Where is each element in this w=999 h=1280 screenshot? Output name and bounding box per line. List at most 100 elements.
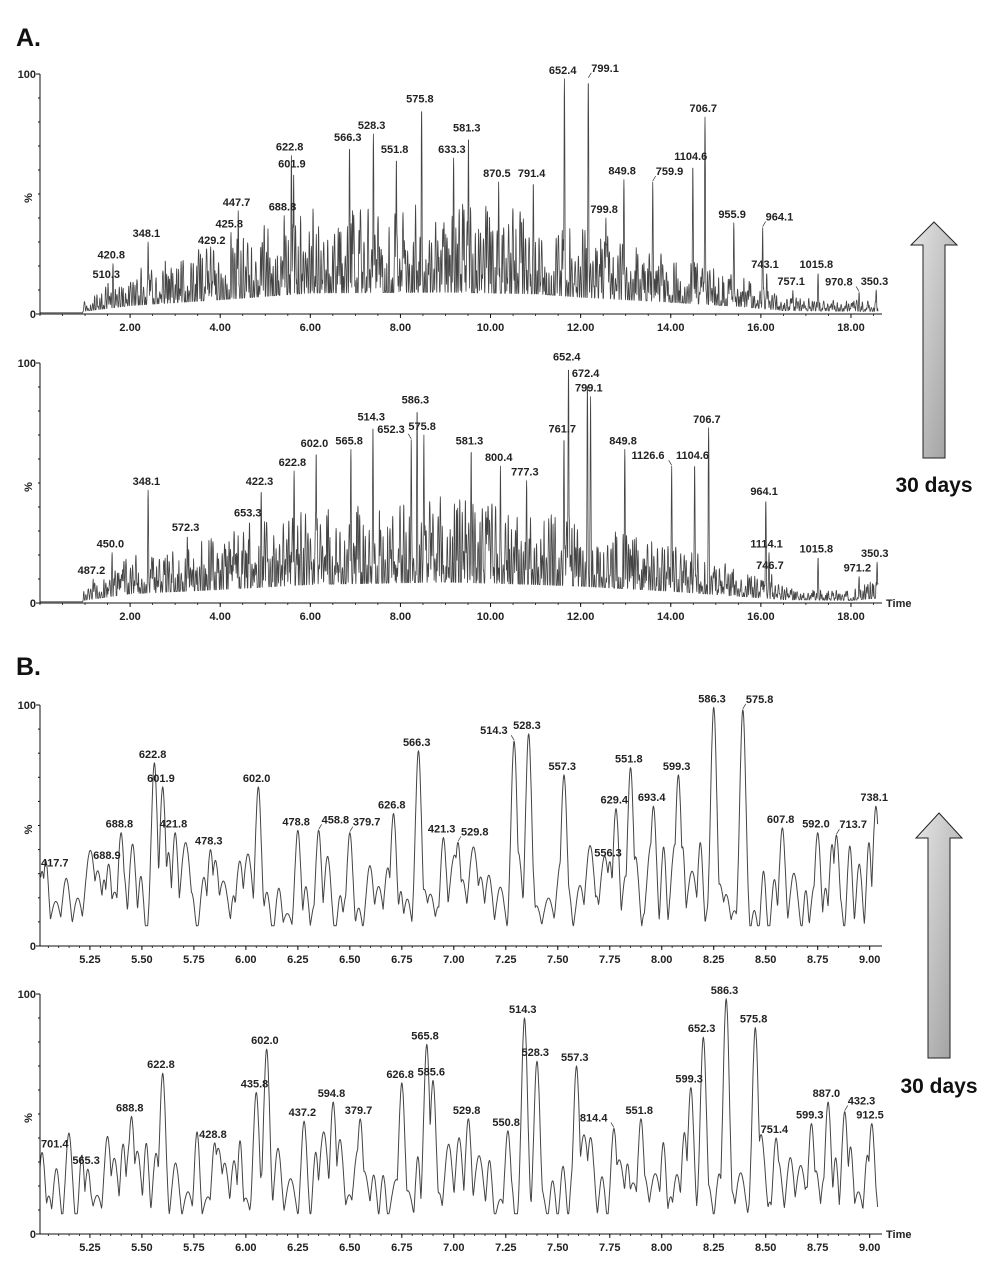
peak-label: 429.2 — [198, 235, 226, 247]
peak-label: 585.6 — [418, 1066, 446, 1078]
peak-label: 791.4 — [518, 168, 546, 180]
x-tick-label: 5.25 — [79, 954, 100, 966]
peak-label: 743.1 — [751, 259, 779, 271]
peak-label: 672.4 — [572, 368, 600, 380]
chromatogram-trace — [39, 998, 879, 1215]
peak-label: 599.3 — [663, 761, 691, 773]
peak-leader-line — [318, 824, 322, 830]
y-tick-label: 100 — [18, 700, 36, 712]
peak-label: 437.2 — [289, 1107, 317, 1119]
y-tick-label: 0 — [30, 1229, 36, 1241]
peak-label: 652.4 — [549, 65, 577, 77]
peak-label: 575.8 — [406, 94, 434, 106]
peak-leader-line — [349, 826, 354, 832]
x-tick-label: 7.25 — [495, 1242, 516, 1254]
x-tick-label: 8.50 — [755, 954, 776, 966]
arrow-label-b: 30 days — [900, 1075, 977, 1098]
peak-label: 626.8 — [378, 799, 406, 811]
chromatogram-a-top: 0 100% 2.00 4.00 6.00 8.00 10.00 12.00 14.00 16.0… — [18, 63, 889, 334]
peak-label: 435.8 — [241, 1078, 269, 1090]
x-tick-label: 14.00 — [657, 322, 685, 334]
x-tick-label: 5.50 — [131, 1242, 152, 1254]
x-tick-label: 5.75 — [183, 954, 204, 966]
peak-label: 652.3 — [688, 1023, 716, 1035]
peak-label: 688.8 — [116, 1102, 144, 1114]
peak-label: 417.7 — [41, 857, 69, 869]
peak-label: 551.8 — [615, 754, 643, 766]
x-tick-label: 8.50 — [755, 1242, 776, 1254]
peak-label: 425.8 — [216, 218, 244, 230]
peak-label: 428.8 — [199, 1129, 227, 1141]
chromatogram-trace — [39, 78, 879, 314]
peak-label: 565.8 — [411, 1030, 439, 1042]
peak-label: 551.8 — [381, 144, 409, 156]
peak-leader-line — [855, 286, 860, 292]
peak-leader-line — [844, 1105, 849, 1111]
peak-label: 586.3 — [402, 395, 430, 407]
time-arrow-b: 30 days — [900, 812, 978, 1098]
y-axis-label: % — [23, 824, 35, 834]
x-tick-label: 7.25 — [495, 954, 516, 966]
x-tick-label: 6.75 — [391, 1242, 412, 1254]
peak-label: 688.8 — [106, 819, 134, 831]
x-tick-label: 10.00 — [477, 322, 505, 334]
peak-leader-line — [742, 703, 747, 710]
peak-label: 566.3 — [334, 132, 362, 144]
section-label-a: A. — [16, 24, 41, 52]
peak-leader-line — [762, 221, 766, 227]
peak-label: 971.2 — [844, 563, 872, 575]
x-tick-label: 7.00 — [443, 954, 464, 966]
peak-label: 706.7 — [689, 103, 717, 115]
peak-label: 550.8 — [492, 1117, 520, 1129]
x-tick-label: 18.00 — [837, 611, 865, 623]
peak-label: 964.1 — [750, 486, 778, 498]
peak-label: 693.4 — [638, 792, 666, 804]
x-tick-label: 6.25 — [287, 1242, 308, 1254]
x-tick-label: 6.25 — [287, 954, 308, 966]
peak-label: 738.1 — [860, 792, 888, 804]
peak-label: 955.9 — [718, 209, 746, 221]
peak-leader-line — [510, 734, 515, 741]
x-tick-label: 18.00 — [837, 322, 865, 334]
x-tick-label: 2.00 — [119, 611, 140, 623]
peak-label: 575.8 — [408, 421, 436, 433]
peak-label: 529.8 — [453, 1105, 481, 1117]
peak-leader-line — [610, 1122, 615, 1128]
x-tick-label: 16.00 — [747, 322, 775, 334]
peak-label: 350.3 — [861, 276, 889, 288]
peak-label: 799.1 — [591, 63, 619, 75]
chromatogram-trace — [39, 706, 879, 927]
peak-label: 713.7 — [839, 819, 867, 831]
chromatogram-b-top: 0 100% 5.25 5.50 5.75 6.00 6.25 6.50 6.75 7.00 7.2… — [18, 693, 888, 966]
x-tick-label: 8.00 — [390, 611, 411, 623]
peak-label: 599.3 — [796, 1110, 824, 1122]
peak-label: 1104.6 — [676, 450, 709, 462]
peak-label: 450.0 — [97, 539, 125, 551]
peak-label: 757.1 — [777, 276, 805, 288]
peak-label: 529.8 — [461, 826, 489, 838]
peak-label: 601.9 — [147, 773, 175, 785]
peak-label: 629.4 — [600, 795, 628, 807]
x-tick-label: 5.50 — [131, 954, 152, 966]
peak-label: 622.8 — [279, 457, 307, 469]
peak-label: 1104.6 — [674, 151, 707, 163]
peak-label: 572.3 — [172, 522, 200, 534]
chromatogram-a-bottom: 0 100% 2.00 4.00 6.00 8.00 10.00 12.00 14.00 16.0… — [18, 351, 912, 623]
x-tick-label: 9.00 — [859, 954, 880, 966]
peak-label: 970.8 — [825, 276, 853, 288]
x-tick-label: 5.75 — [183, 1242, 204, 1254]
peak-label: 379.7 — [345, 1105, 373, 1117]
peak-label: 350.3 — [861, 548, 889, 560]
peak-label: 514.3 — [509, 1004, 537, 1016]
x-tick-label: 6.00 — [300, 322, 321, 334]
peak-label: 706.7 — [693, 414, 721, 426]
x-tick-label: 8.00 — [651, 1242, 672, 1254]
y-tick-label: 0 — [30, 941, 36, 953]
peak-label: 814.4 — [580, 1112, 608, 1124]
peak-label: 607.8 — [767, 814, 795, 826]
x-axis-label: Time — [886, 598, 911, 610]
peak-label: 592.0 — [802, 819, 830, 831]
peak-label: 348.1 — [133, 228, 161, 240]
x-tick-label: 8.75 — [807, 954, 828, 966]
